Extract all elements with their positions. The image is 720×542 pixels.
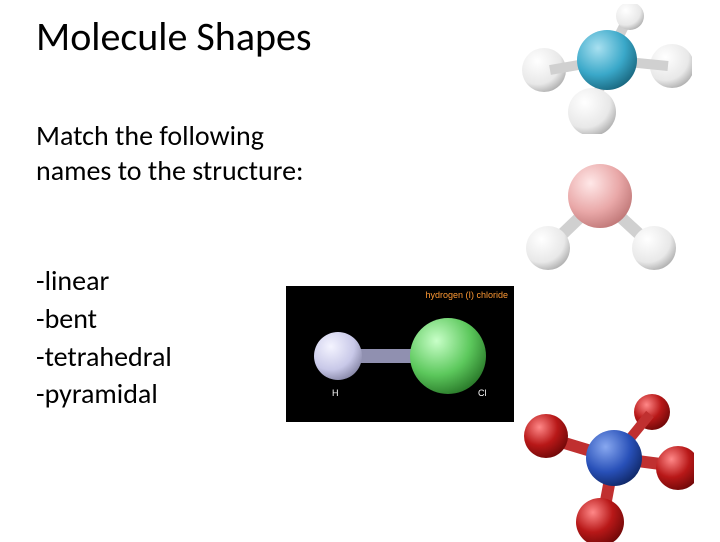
molecule-pyramidal: [524, 382, 694, 542]
shape-list: -linear -bent -tetrahedral -pyramidal: [36, 262, 172, 413]
page-title: Molecule Shapes: [36, 12, 312, 61]
list-item: -tetrahedral: [36, 338, 172, 376]
instruction-line-2: names to the structure:: [36, 153, 304, 188]
molecule-bent: [520, 154, 680, 274]
instruction-text: Match the following names to the structu…: [36, 118, 304, 188]
cl-label: Cl: [478, 388, 487, 398]
hcl-title: hydrogen (I) chloride: [425, 290, 508, 300]
molecule-tetrahedral: [522, 4, 692, 134]
instruction-line-1: Match the following: [36, 118, 304, 153]
list-item: -linear: [36, 262, 172, 300]
molecule-linear: hydrogen (I) chloride H Cl: [286, 286, 514, 422]
h-label: H: [332, 388, 339, 398]
list-item: -pyramidal: [36, 375, 172, 413]
list-item: -bent: [36, 300, 172, 338]
